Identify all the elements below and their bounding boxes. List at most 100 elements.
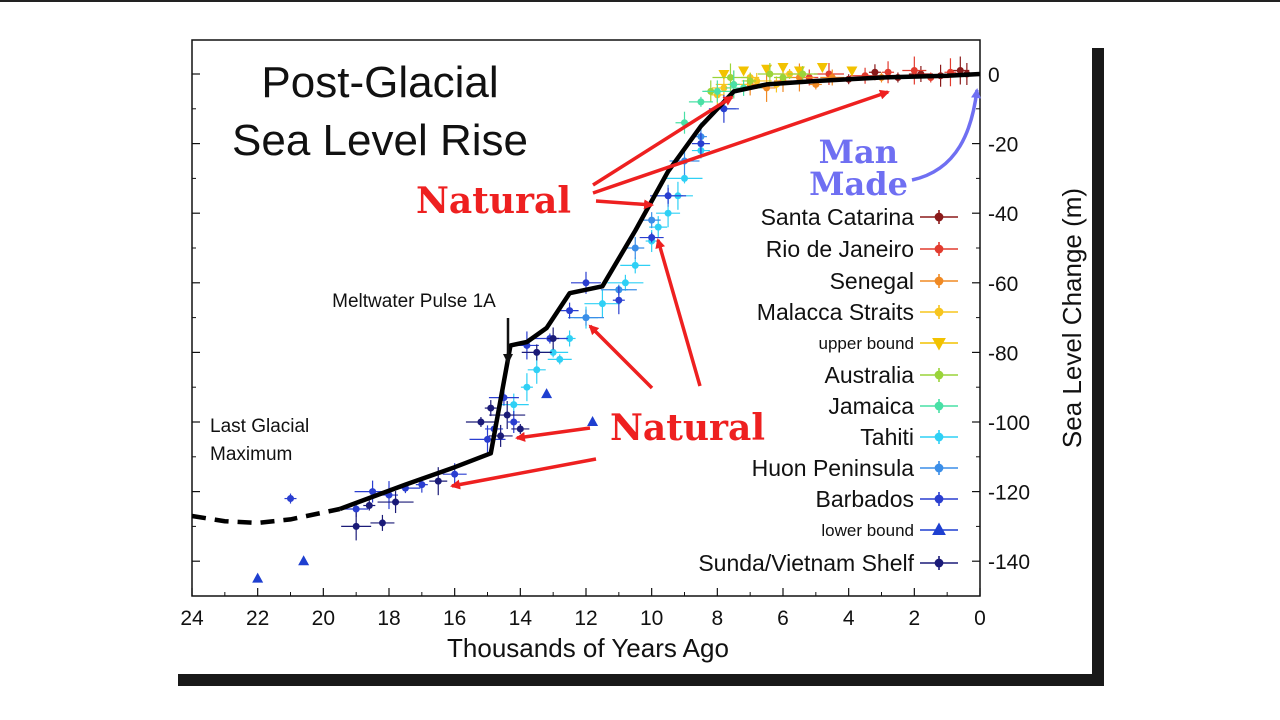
data-point [910, 67, 918, 75]
data-point [664, 192, 672, 200]
data-point [516, 425, 524, 433]
data-point [654, 223, 662, 231]
y-tick-label: -20 [988, 134, 1018, 157]
legend-label: Australia [825, 362, 915, 388]
data-point [523, 383, 531, 391]
data-point [365, 502, 373, 510]
data-point [477, 418, 485, 426]
data-point [598, 300, 606, 308]
data-point [566, 334, 574, 342]
x-tick-label: 2 [908, 607, 920, 630]
y-tick-label: 0 [988, 64, 1000, 87]
legend-label: Senegal [830, 268, 914, 294]
natural-label-top: Natural [416, 180, 571, 222]
x-tick-label: 18 [377, 607, 400, 630]
x-tick-label: 8 [711, 607, 723, 630]
data-point [503, 411, 511, 419]
legend-marker [934, 494, 944, 504]
y-tick-label: -100 [988, 412, 1030, 435]
legend-label: Rio de Janeiro [766, 236, 914, 262]
data-point [720, 105, 728, 113]
data-point [566, 307, 574, 315]
series-0 [833, 56, 979, 87]
series-6 [675, 70, 762, 134]
chart-title: Post-Glacial [261, 58, 498, 107]
data-point [533, 366, 541, 374]
man-made-label-2: Made [809, 165, 908, 203]
data-point [487, 404, 495, 412]
legend-marker [934, 212, 944, 222]
data-point [615, 296, 623, 304]
legend-marker [934, 558, 944, 568]
y-tick-label: -140 [988, 551, 1030, 574]
data-point [549, 348, 557, 356]
legend-label: Sunda/Vietnam Shelf [698, 550, 914, 576]
data-point [753, 77, 761, 85]
x-tick-label: 22 [246, 607, 269, 630]
red-arrow-5 [450, 457, 597, 490]
chart-subtitle: Sea Level Rise [232, 116, 528, 165]
data-point [582, 314, 590, 322]
legend-marker [934, 401, 944, 411]
data-point [871, 68, 879, 76]
legend-label: Tahiti [860, 424, 914, 450]
data-point [510, 401, 518, 409]
legend-label: Malacca Straits [757, 299, 914, 325]
sea-level-curve [339, 71, 981, 512]
red-arrows [450, 89, 890, 490]
natural-label-bottom: Natural [610, 407, 765, 449]
series-10 [252, 388, 599, 583]
x-tick-label: 0 [974, 607, 986, 630]
data-point [631, 244, 639, 252]
data-point [549, 334, 557, 342]
last-glacial-label-1: Last Glacial [210, 416, 309, 437]
legend-label: Santa Catarina [761, 204, 915, 230]
data-point [378, 519, 386, 527]
legend-marker [934, 463, 944, 473]
series-8 [568, 103, 736, 326]
data-point [779, 73, 787, 81]
legend-marker [932, 522, 946, 535]
data-point [418, 481, 426, 489]
legend-marker [934, 370, 944, 380]
top-rule [0, 0, 1280, 2]
data-point [816, 63, 828, 74]
data-point [541, 388, 553, 399]
y-tick-label: -60 [988, 273, 1018, 296]
x-tick-label: 4 [843, 607, 855, 630]
data-point [713, 87, 721, 95]
data-point [621, 279, 629, 287]
y-tick-label: -120 [988, 482, 1030, 505]
man-made-arrow [911, 88, 981, 182]
data-point [369, 488, 377, 496]
legend-marker [932, 338, 946, 351]
red-arrow-6 [588, 324, 654, 390]
data-point [352, 505, 360, 513]
data-point [956, 67, 964, 75]
red-arrow-4 [515, 426, 591, 442]
legend-label: lower bound [821, 521, 914, 540]
x-tick-label: 10 [640, 607, 663, 630]
y-axis-label: Sea Level Change (m) [1057, 188, 1087, 448]
data-point [497, 432, 505, 440]
legend-marker [934, 432, 944, 442]
red-arrow-1 [592, 95, 734, 187]
data-point [726, 73, 734, 81]
data-point [287, 495, 294, 503]
x-tick-label: 24 [180, 607, 204, 630]
chart-card [166, 36, 1092, 674]
data-point [799, 70, 807, 78]
data-point [648, 216, 656, 224]
data-point [648, 234, 656, 242]
data-point [884, 68, 892, 76]
dashed-sea-level-curve [191, 506, 341, 526]
red-arrow-2 [592, 89, 890, 195]
x-tick-label: 20 [312, 607, 335, 630]
series-9 [284, 94, 739, 517]
data-point [720, 84, 728, 92]
data-point [718, 70, 730, 80]
data-point [252, 572, 264, 583]
data-point [352, 522, 360, 530]
y-tick-label: -80 [988, 342, 1018, 365]
